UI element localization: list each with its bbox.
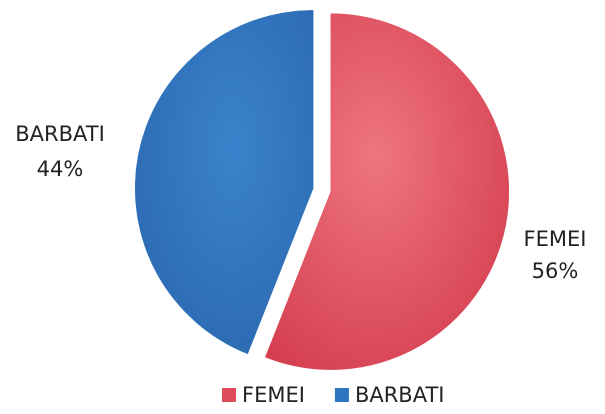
legend-label: BARBATI xyxy=(355,383,445,407)
legend-swatch xyxy=(334,388,349,402)
category-label: BARBATI xyxy=(15,122,105,146)
value-label: 56% xyxy=(532,259,579,283)
pie-slice xyxy=(264,13,510,370)
pie-slice xyxy=(134,10,314,355)
legend-swatch xyxy=(222,388,236,402)
value-label: 44% xyxy=(37,157,84,181)
legend-label: FEMEI xyxy=(242,383,305,407)
category-label: FEMEI xyxy=(524,227,587,251)
